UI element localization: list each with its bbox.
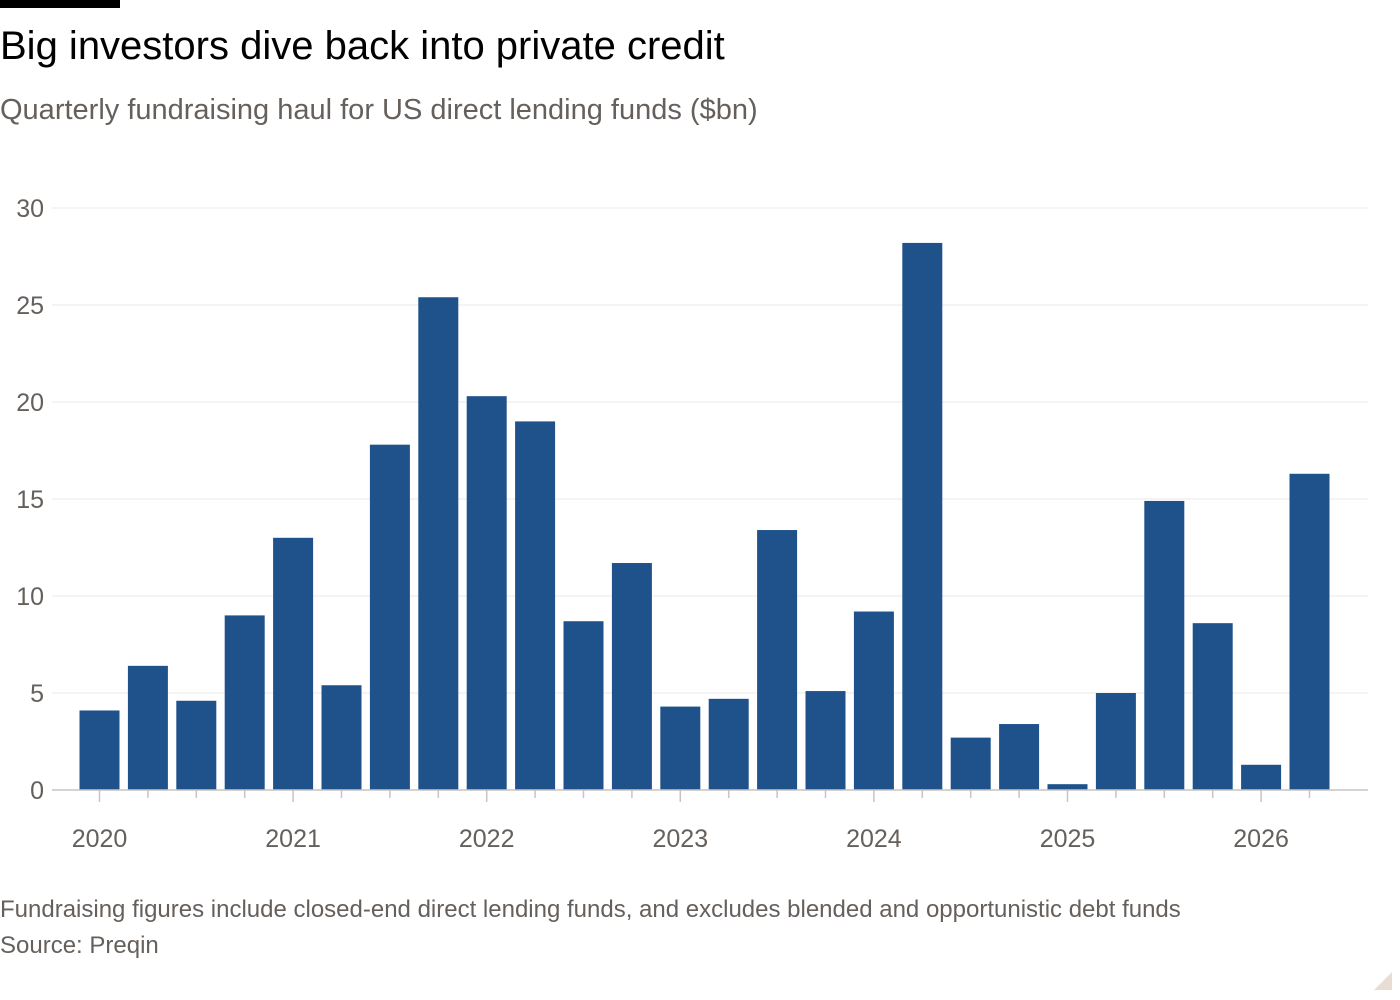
bar	[127, 665, 168, 790]
bar	[1289, 473, 1330, 790]
y-axis-ticks: 0 5 10 15 20 25 30	[16, 195, 44, 805]
bar	[1095, 693, 1136, 790]
x-tick-label: 2023	[652, 825, 708, 853]
bar	[79, 710, 120, 790]
bar	[466, 396, 507, 790]
bar	[999, 724, 1040, 790]
y-tick-label: 25	[16, 292, 44, 320]
bar	[1144, 500, 1185, 790]
corner-mark	[1374, 972, 1392, 990]
bar	[660, 706, 701, 790]
y-tick-label: 15	[16, 486, 44, 514]
bar	[273, 537, 314, 790]
chart-title: Big investors dive back into private cre…	[0, 24, 725, 68]
y-tick-label: 20	[16, 389, 44, 417]
bar	[369, 444, 410, 790]
chart-source: Source: Preqin	[0, 932, 159, 959]
bar	[708, 698, 749, 790]
bar	[853, 611, 894, 790]
x-axis	[52, 789, 1368, 802]
bar	[757, 530, 798, 790]
x-tick-label: 2021	[265, 825, 321, 853]
bar	[321, 685, 362, 790]
bar	[902, 242, 943, 791]
bar	[418, 297, 459, 790]
bar	[176, 700, 217, 790]
brand-bar	[0, 0, 120, 8]
bar	[1192, 623, 1233, 790]
x-tick-label: 2020	[72, 825, 128, 853]
x-tick-label: 2026	[1233, 825, 1289, 853]
y-tick-label: 30	[16, 195, 44, 223]
bar	[950, 737, 991, 790]
y-tick-label: 0	[30, 777, 44, 805]
x-tick-label: 2024	[846, 825, 902, 853]
y-tick-label: 5	[30, 680, 44, 708]
bar	[563, 621, 604, 790]
bar	[515, 421, 556, 790]
bar	[1047, 784, 1088, 790]
y-tick-label: 10	[16, 583, 44, 611]
bar	[611, 563, 652, 790]
x-tick-label: 2025	[1040, 825, 1096, 853]
bar	[1241, 764, 1282, 790]
x-axis-ticks: 2020 2021 2022 2023 2024 2025 2026	[72, 825, 1289, 853]
bar	[805, 691, 846, 790]
bar	[224, 615, 265, 790]
chart-subtitle: Quarterly fundraising haul for US direct…	[0, 94, 758, 126]
bars	[79, 242, 1330, 791]
chart-footnote: Fundraising figures include closed-end d…	[0, 896, 1181, 923]
x-tick-label: 2022	[459, 825, 515, 853]
